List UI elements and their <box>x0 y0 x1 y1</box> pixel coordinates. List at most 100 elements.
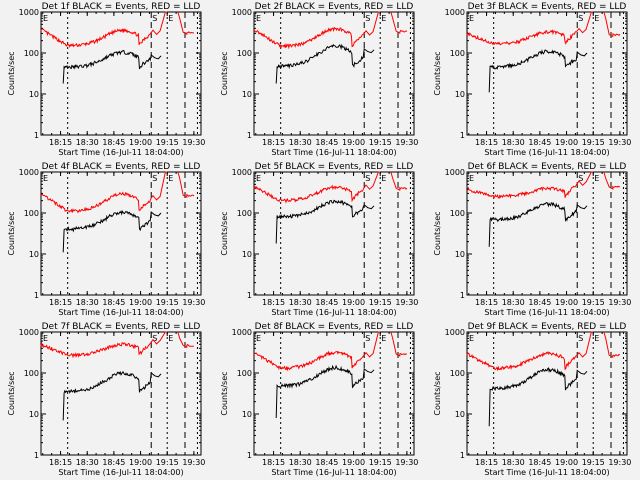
chart-title: Det 8f BLACK = Events, RED = LLD <box>255 322 414 332</box>
chart-title: Det 6f BLACK = Events, RED = LLD <box>468 162 627 172</box>
panel-det-5f: Det 5f BLACK = Events, RED = LLD 1 10 100 10… <box>220 162 418 317</box>
marker-label: S <box>578 334 583 343</box>
series-lld <box>40 331 168 359</box>
chart-title: Det 1f BLACK = Events, RED = LLD <box>42 2 201 12</box>
marker-label: S <box>578 14 583 23</box>
x-tick-label: 19:15 <box>156 138 179 147</box>
series-events <box>275 364 375 419</box>
x-tick-label: 19:15 <box>582 138 605 147</box>
y-axis-label: Counts/sec <box>220 211 229 255</box>
y-tick-label: 1 <box>247 131 252 140</box>
y-tick-label: 1 <box>460 451 465 460</box>
marker-label: E <box>469 174 474 183</box>
x-axis-label: Start Time (16-Jul-11 18:04:00) <box>271 308 396 317</box>
marker-label: E <box>168 14 173 23</box>
series-lld <box>253 11 381 50</box>
series-lld-post <box>177 11 195 36</box>
panel-det-1f: Det 1f BLACK = Events, RED = LLD 1 10 100 10… <box>7 2 205 157</box>
y-tick-label: 100 <box>24 369 39 378</box>
series-events <box>488 202 588 247</box>
y-tick-label: 100 <box>450 369 465 378</box>
y-axis-label: Counts/sec <box>433 51 442 95</box>
series-lld <box>466 171 594 200</box>
x-tick-label: 18:30 <box>76 458 99 467</box>
marker-label: E <box>469 334 474 343</box>
x-tick-label: 18:15 <box>49 298 72 307</box>
y-tick-label: 10 <box>455 250 465 259</box>
x-axis-label: Start Time (16-Jul-11 18:04:00) <box>484 148 609 157</box>
y-tick-label: 100 <box>237 369 252 378</box>
x-tick-label: 19:00 <box>555 298 578 307</box>
series-lld <box>466 331 594 372</box>
series-lld-post <box>603 331 620 359</box>
y-tick-label: 1000 <box>445 168 465 177</box>
series-events <box>62 370 162 421</box>
x-tick-label: 18:30 <box>76 138 99 147</box>
y-tick-label: 1 <box>34 131 39 140</box>
y-tick-label: 10 <box>455 90 465 99</box>
x-tick-label: 18:45 <box>102 298 125 307</box>
y-tick-label: 1000 <box>445 8 465 17</box>
y-axis-label: Counts/sec <box>7 51 16 95</box>
y-tick-label: 1 <box>34 451 39 460</box>
series-lld <box>253 331 381 372</box>
marker-label: E <box>594 174 599 183</box>
x-tick-label: 19:15 <box>156 458 179 467</box>
chart-title: Det 2f BLACK = Events, RED = LLD <box>255 2 414 12</box>
chart-title: Det 9f BLACK = Events, RED = LLD <box>468 322 627 332</box>
x-tick-label: 19:15 <box>369 458 392 467</box>
y-axis-label: Counts/sec <box>433 371 442 415</box>
y-tick-label: 10 <box>29 90 39 99</box>
x-tick-label: 18:30 <box>289 138 312 147</box>
x-tick-label: 18:15 <box>475 458 498 467</box>
marker-label: S <box>365 174 370 183</box>
x-tick-label: 18:45 <box>102 458 125 467</box>
marker-label: S <box>152 14 157 23</box>
series-lld-post <box>390 11 408 34</box>
series-lld-post <box>603 11 621 38</box>
series-events <box>275 199 375 244</box>
panel-det-2f: Det 2f BLACK = Events, RED = LLD 1 10 100 10… <box>220 2 418 157</box>
x-tick-label: 18:15 <box>475 138 498 147</box>
x-tick-label: 18:45 <box>528 138 551 147</box>
series-events <box>488 49 588 93</box>
series-events <box>62 209 162 253</box>
y-tick-label: 1000 <box>232 168 252 177</box>
series-lld-post <box>177 171 195 199</box>
y-tick-label: 10 <box>29 250 39 259</box>
x-axis-label: Start Time (16-Jul-11 18:04:00) <box>58 468 183 477</box>
x-tick-label: 19:00 <box>342 298 365 307</box>
x-tick-label: 18:30 <box>502 458 525 467</box>
panel-det-3f: Det 3f BLACK = Events, RED = LLD 1 10 100 10… <box>433 2 631 157</box>
x-axis-label: Start Time (16-Jul-11 18:04:00) <box>271 468 396 477</box>
y-tick-label: 1000 <box>19 168 39 177</box>
marker-label: E <box>594 14 599 23</box>
series-lld <box>40 11 168 48</box>
x-tick-label: 18:15 <box>262 138 285 147</box>
x-axis-label: Start Time (16-Jul-11 18:04:00) <box>484 468 609 477</box>
series-lld <box>40 171 168 214</box>
chart-title: Det 3f BLACK = Events, RED = LLD <box>468 2 627 12</box>
y-axis-label: Counts/sec <box>433 211 442 255</box>
marker-label: E <box>256 174 261 183</box>
series-events <box>488 367 588 427</box>
x-tick-label: 19:15 <box>582 298 605 307</box>
y-tick-label: 1 <box>34 291 39 300</box>
x-tick-label: 19:00 <box>555 458 578 467</box>
x-tick-label: 18:15 <box>262 298 285 307</box>
y-tick-label: 100 <box>450 49 465 58</box>
y-tick-label: 100 <box>24 209 39 218</box>
y-tick-label: 1 <box>460 131 465 140</box>
x-axis-label: Start Time (16-Jul-11 18:04:00) <box>58 148 183 157</box>
panel-det-6f: Det 6f BLACK = Events, RED = LLD 1 10 100 10… <box>433 162 631 317</box>
x-tick-label: 19:30 <box>608 458 631 467</box>
marker-label: E <box>381 14 386 23</box>
x-tick-label: 18:15 <box>262 458 285 467</box>
marker-label: E <box>469 14 474 23</box>
y-tick-label: 1000 <box>232 328 252 337</box>
y-tick-label: 1 <box>460 291 465 300</box>
x-tick-label: 18:45 <box>315 298 338 307</box>
x-tick-label: 18:45 <box>528 458 551 467</box>
x-axis-label: Start Time (16-Jul-11 18:04:00) <box>58 308 183 317</box>
